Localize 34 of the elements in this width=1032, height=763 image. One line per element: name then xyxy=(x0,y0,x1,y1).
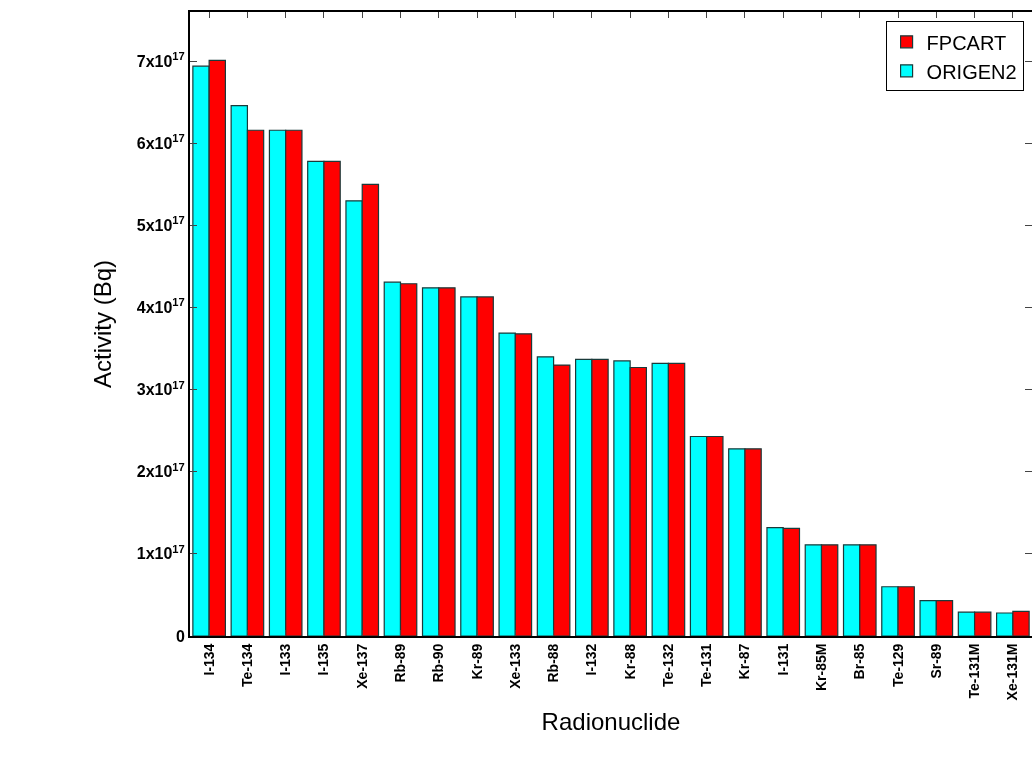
x-tick-label: Kr-87 xyxy=(736,643,753,680)
x-tick-label: I-131 xyxy=(774,643,791,676)
legend-label: ORIGEN2 xyxy=(926,60,1017,83)
y-tick-label: 3x10$^{17}$ xyxy=(136,378,185,399)
x-tick-label: Te-134 xyxy=(238,643,255,687)
x-tick-label: Xe-131M xyxy=(1004,643,1021,701)
x-tick-label: I-134 xyxy=(200,643,217,676)
x-tick-label: I-132 xyxy=(583,643,600,676)
x-tick-label: Xe-133 xyxy=(506,643,523,689)
x-tick-label: Kr-85M xyxy=(813,643,830,692)
x-tick-label: Te-131M xyxy=(966,643,983,699)
legend-label: FPCART xyxy=(926,31,1007,54)
x-tick-label: I-133 xyxy=(277,643,294,676)
x-tick-label: Br-85 xyxy=(851,643,868,680)
x-tick-label: Kr-88 xyxy=(621,643,638,680)
x-tick-label: Rb-89 xyxy=(392,643,409,683)
x-axis-title: Radionuclide xyxy=(541,708,681,736)
y-tick-label: 4x10$^{17}$ xyxy=(136,296,185,317)
y-axis-title: Activity (Bq) xyxy=(89,259,117,389)
x-tick-label: I-135 xyxy=(315,643,332,676)
x-tick-label: Te-129 xyxy=(889,643,906,687)
x-tick-label: Rb-88 xyxy=(545,643,562,683)
x-tick-label: Sr-89 xyxy=(927,643,944,679)
y-tick-label: 6x10$^{17}$ xyxy=(136,132,185,152)
y-tick-label: 2x10$^{17}$ xyxy=(136,460,185,481)
x-tick-label: Te-132 xyxy=(659,643,676,687)
x-tick-label: Xe-137 xyxy=(353,643,370,689)
x-tick-label: Rb-90 xyxy=(430,643,447,683)
x-tick-label: Te-131 xyxy=(698,643,715,687)
y-tick-label: 1x10$^{17}$ xyxy=(136,542,185,563)
y-tick-label: 0 xyxy=(175,627,185,645)
x-tick-label: Kr-89 xyxy=(468,643,485,680)
y-tick-label: 5x10$^{17}$ xyxy=(136,214,185,235)
y-tick-label: 7x10$^{17}$ xyxy=(136,50,185,70)
